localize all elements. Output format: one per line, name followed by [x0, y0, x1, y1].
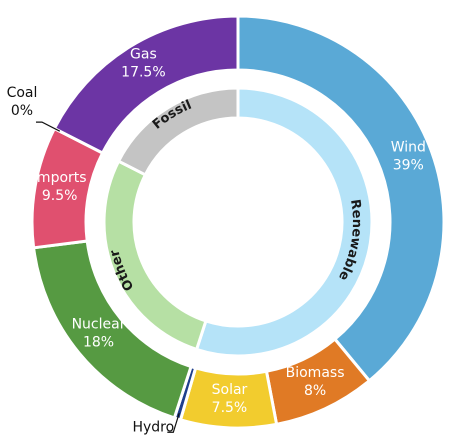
label-biomass: Biomass 8% — [286, 365, 345, 399]
outer-labels: Wind 39% Biomass 8% Solar 7.5% Hydro0.5% Nuclea… — [7, 47, 426, 435]
label-biomass-value: 8% — [304, 383, 326, 399]
outer-ring — [30, 14, 446, 430]
slice-gas — [52, 14, 240, 155]
label-solar-value: 7.5% — [212, 400, 248, 416]
label-coal: Coal 0% — [7, 85, 38, 119]
label-gas-value: 17.5% — [121, 65, 165, 81]
slice-solar — [179, 366, 279, 430]
inner-slice-fossil — [116, 86, 240, 177]
label-gas-name: Gas — [130, 47, 157, 63]
label-gas: Gas 17.5% — [121, 47, 165, 81]
slice-wind — [236, 14, 446, 383]
leader-line-hydro — [167, 412, 180, 433]
label-imports: Imports 9.5% — [33, 170, 87, 204]
label-coal-name: Coal — [7, 85, 38, 101]
label-nuclear-name: Nuclear — [72, 316, 126, 332]
label-biomass-name: Biomass — [286, 365, 345, 381]
label-coal-value: 0% — [11, 103, 33, 119]
label-hydro-name: Hydro — [132, 419, 174, 435]
leader-line-coal — [35, 121, 61, 132]
label-wind-name: Wind — [391, 140, 426, 156]
inner-slice-renewable — [194, 86, 374, 358]
label-nuclear-value: 18% — [83, 334, 114, 350]
label-solar-name: Solar — [212, 382, 248, 398]
inner-ring — [102, 86, 374, 358]
label-imports-value: 9.5% — [42, 188, 78, 204]
label-hydro: Hydro0.5% — [132, 419, 174, 435]
label-solar: Solar 7.5% — [212, 382, 248, 416]
label-wind-value: 39% — [393, 158, 424, 174]
label-nuclear: Nuclear 18% — [72, 316, 126, 350]
label-imports-name: Imports — [33, 170, 87, 186]
label-wind: Wind 39% — [391, 140, 426, 174]
